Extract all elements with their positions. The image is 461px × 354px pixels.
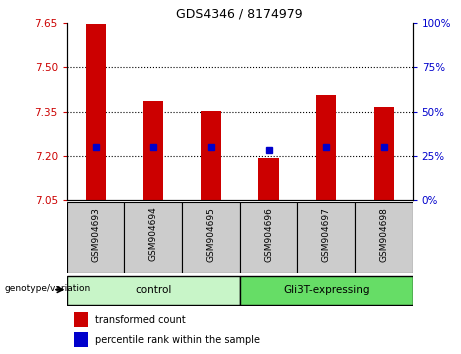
- Bar: [67, 202, 124, 273]
- Bar: [201, 111, 221, 200]
- Bar: [74, 312, 88, 327]
- Bar: [355, 202, 413, 273]
- Text: percentile rank within the sample: percentile rank within the sample: [95, 335, 260, 345]
- Title: GDS4346 / 8174979: GDS4346 / 8174979: [177, 7, 303, 21]
- Bar: [240, 202, 297, 273]
- Text: GSM904698: GSM904698: [379, 207, 388, 262]
- Bar: [67, 276, 240, 304]
- Bar: [297, 202, 355, 273]
- Bar: [143, 101, 163, 200]
- Bar: [86, 24, 106, 200]
- Bar: [316, 95, 336, 200]
- Text: GSM904694: GSM904694: [149, 207, 158, 262]
- Bar: [259, 158, 278, 200]
- Bar: [74, 332, 88, 347]
- Bar: [240, 276, 413, 304]
- Text: transformed count: transformed count: [95, 315, 185, 325]
- Text: GSM904696: GSM904696: [264, 207, 273, 262]
- Text: GSM904695: GSM904695: [207, 207, 215, 262]
- Bar: [182, 202, 240, 273]
- Text: control: control: [135, 285, 171, 295]
- Text: GSM904693: GSM904693: [91, 207, 100, 262]
- Bar: [374, 107, 394, 200]
- Text: Gli3T-expressing: Gli3T-expressing: [283, 285, 369, 295]
- Text: genotype/variation: genotype/variation: [5, 284, 91, 293]
- Bar: [124, 202, 182, 273]
- Text: GSM904697: GSM904697: [322, 207, 331, 262]
